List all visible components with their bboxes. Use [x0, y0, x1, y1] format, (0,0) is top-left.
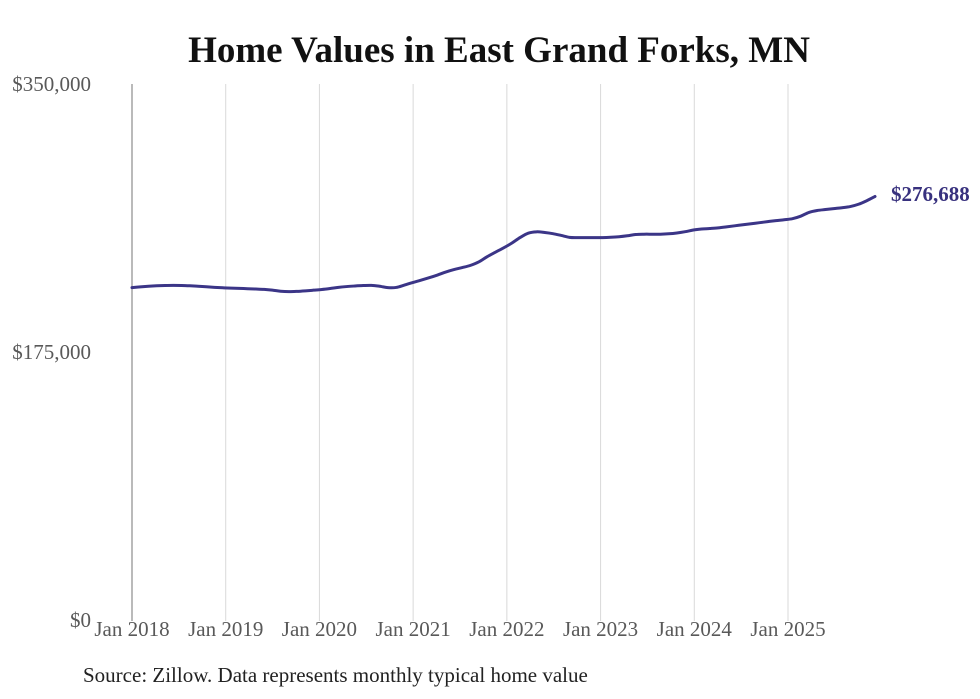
- svg-text:$175,000: $175,000: [12, 340, 91, 364]
- svg-text:$276,688: $276,688: [891, 182, 970, 206]
- svg-text:$350,000: $350,000: [12, 72, 91, 96]
- svg-text:Jan 2025: Jan 2025: [750, 617, 825, 641]
- svg-text:Jan 2022: Jan 2022: [469, 617, 544, 641]
- svg-text:Jan 2020: Jan 2020: [282, 617, 357, 641]
- svg-text:Jan 2018: Jan 2018: [94, 617, 169, 641]
- svg-text:Jan 2023: Jan 2023: [563, 617, 638, 641]
- svg-text:Jan 2019: Jan 2019: [188, 617, 263, 641]
- svg-text:Jan 2024: Jan 2024: [657, 617, 733, 641]
- svg-text:Jan 2021: Jan 2021: [376, 617, 451, 641]
- svg-text:$0: $0: [70, 608, 91, 632]
